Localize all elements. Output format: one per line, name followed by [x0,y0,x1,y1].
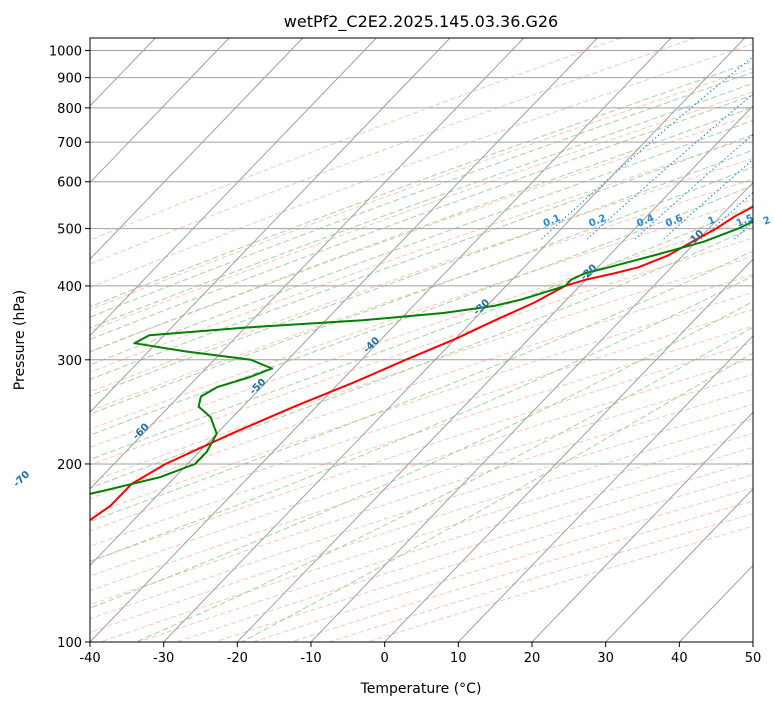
isotherm-line [90,38,598,567]
x-tick-label: 40 [671,651,688,666]
y-tick-label: 700 [57,136,82,151]
y-tick-label: 300 [57,354,82,369]
isotherm-line [236,105,753,642]
mixing-ratio-lines [541,55,753,240]
x-axis-label: Temperature (°C) [360,681,482,697]
y-axis-ticks: 100 200 300 400 500 600 700 800 900 1000 [49,45,90,651]
isotherm-line [310,181,753,642]
moist-adiabat-line [90,94,753,340]
moist-adiabat-line [241,352,753,642]
dry-adiabat-line [90,136,753,373]
isotherm-line [457,334,753,642]
isotherm-line [90,38,304,260]
x-tick-label: 10 [450,651,467,666]
isotherm-line [605,488,753,642]
isotherm-line [384,258,753,642]
y-tick-label: 900 [57,72,82,87]
moist-adiabat-line [90,149,753,397]
isotherm-line [90,38,525,490]
isotherm-line [90,38,451,413]
dry-adiabat-line [90,38,696,265]
dry-adiabat-line [90,38,621,241]
plot-background [90,38,753,642]
y-tick-label: 400 [57,280,82,295]
moist-adiabat-line [90,275,753,562]
mixing-ratio-label: 1 [707,215,718,228]
isotherm-line [90,38,672,642]
x-tick-label: -40 [79,651,100,666]
moist-adiabat-line [90,184,753,436]
moist-adiabat-line [90,300,753,609]
dry-adiabat-line [90,67,753,311]
chart-title: wetPf2_C2E2.2025.145.03.36.G26 [284,12,558,32]
dewpoint-line [90,220,753,495]
dry-adiabat-line [90,43,753,288]
sounding-series [90,205,753,522]
x-tick-label: 0 [381,651,389,666]
mixing-ratio-line [586,93,753,240]
y-tick-label: 200 [57,458,82,473]
moist-adiabat-line [135,326,753,642]
mixing-ratio-line [663,158,753,240]
temperature-line [90,205,753,522]
y-tick-label: 100 [57,636,82,651]
x-tick-label: -20 [227,651,248,666]
x-tick-label: 20 [524,651,541,666]
x-tick-label: 50 [745,651,762,666]
dry-adiabat-line [90,178,753,412]
x-tick-label: -10 [300,651,321,666]
x-tick-label: 30 [597,651,614,666]
x-axis-ticks: -40 -30 -20 -10 0 10 20 30 40 50 [79,642,761,666]
mixing-ratio-line [541,55,753,240]
moist-adiabat-line [90,204,753,461]
y-tick-label: 500 [57,223,82,238]
isotherm-line [90,38,230,184]
moist-adiabat-line [90,250,753,523]
y-axis-label: Pressure (hPa) [12,290,28,390]
moist-adiabat-line [90,166,753,415]
plot-frame [89,37,754,643]
isobars [90,50,753,642]
isotherm-line [531,411,753,642]
y-tick-label: 1000 [49,45,82,60]
x-tick-label: -30 [153,651,174,666]
dry-adiabat-line [90,198,753,430]
y-tick-label: 800 [57,102,82,117]
mixing-ratio-label: 2 [762,215,773,228]
isotherm-line [90,38,377,337]
y-tick-label: 600 [57,176,82,191]
